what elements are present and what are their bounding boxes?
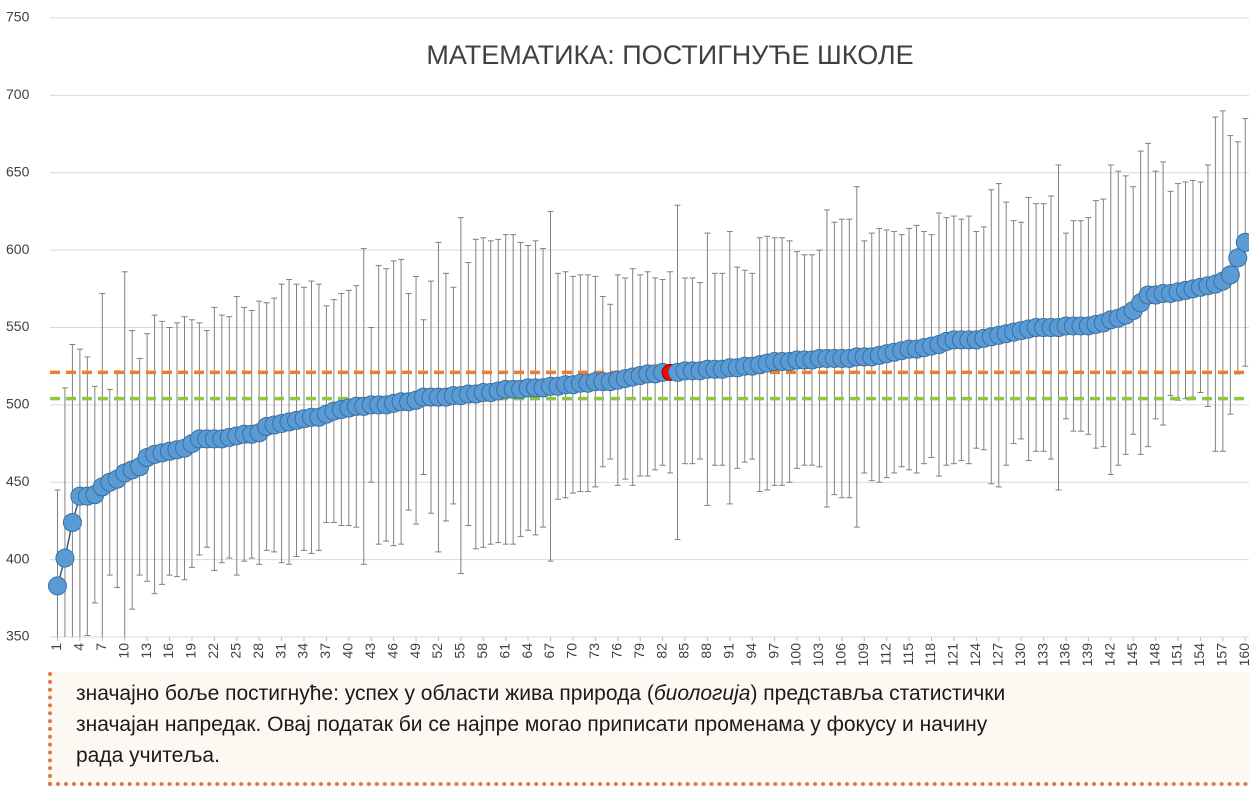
- x-tick-label: 115: [900, 643, 916, 666]
- x-tick-label: 136: [1057, 643, 1073, 667]
- x-tick-label: 79: [631, 643, 647, 659]
- x-tick-label: 7: [93, 643, 109, 651]
- note-line: значајно боље постигнуће: успех у област…: [76, 678, 1249, 709]
- x-tick-label: 103: [810, 643, 826, 667]
- x-tick-label: 52: [429, 643, 445, 659]
- point: [62, 512, 82, 532]
- note-italic: биологија: [653, 682, 751, 705]
- x-tick-label: 76: [608, 643, 624, 659]
- note-text: ) представља статистички: [750, 682, 1006, 705]
- x-tick-label: 160: [1236, 643, 1249, 667]
- x-tick-label: 154: [1191, 643, 1207, 667]
- point: [1220, 265, 1240, 285]
- y-tick-label: 500: [6, 396, 30, 412]
- chart: МАТЕМАТИКА: ПОСТИГНУЋЕ ШКОЛЕ 350 400 450 50…: [6, 9, 1249, 667]
- x-tick-label: 124: [967, 643, 983, 667]
- y-tick-label: 550: [6, 318, 30, 334]
- point: [1228, 248, 1248, 268]
- x-tick-label: 58: [474, 643, 490, 659]
- note-text: рада учитеља.: [76, 744, 220, 767]
- x-tick-label: 139: [1079, 643, 1095, 667]
- axes: 350 400 450 500 550 600 650 700 750 1 4 7 10 13 16 19 22…: [6, 9, 1249, 667]
- x-tick-label: 67: [541, 643, 557, 659]
- x-tick-label: 151: [1169, 643, 1185, 667]
- y-tick-label: 450: [6, 473, 30, 489]
- x-tick-label: 4: [71, 643, 87, 651]
- grid: [50, 17, 1249, 638]
- y-tick-label: 750: [6, 9, 30, 25]
- x-tick-label: 46: [384, 643, 400, 659]
- x-tick-label: 127: [989, 643, 1005, 667]
- x-tick-label: 19: [183, 643, 199, 659]
- x-tick-label: 100: [788, 643, 804, 667]
- x-tick-label: 157: [1214, 643, 1230, 667]
- x-tick-label: 22: [205, 643, 221, 659]
- x-tick-label: 16: [160, 643, 176, 659]
- y-tick-label: 600: [6, 241, 30, 257]
- point: [47, 576, 67, 596]
- x-tick-label: 37: [317, 643, 333, 659]
- x-tick-label: 55: [452, 643, 468, 659]
- note-line: рада учитеља.: [76, 740, 1249, 771]
- point: [55, 548, 75, 568]
- x-tick-label: 25: [227, 643, 243, 659]
- note-line: значајан напредак. Овај податак би се на…: [76, 709, 1249, 740]
- x-tick-label: 118: [922, 643, 938, 666]
- x-tick-label: 94: [743, 643, 759, 659]
- x-tick-label: 10: [115, 643, 131, 659]
- x-tick-label: 91: [721, 643, 737, 659]
- y-tick-label: 350: [6, 628, 30, 644]
- y-tick-label: 650: [6, 163, 30, 179]
- x-tick-label: 106: [833, 643, 849, 667]
- x-tick-label: 31: [272, 643, 288, 659]
- chart-title: МАТЕМАТИКА: ПОСТИГНУЋЕ ШКОЛЕ: [426, 40, 913, 70]
- x-tick-label: 97: [765, 643, 781, 659]
- x-tick-label: 88: [698, 643, 714, 659]
- x-tick-label: 73: [586, 643, 602, 659]
- x-tick-label: 133: [1034, 643, 1050, 667]
- x-tick-label: 34: [295, 643, 311, 659]
- x-tick-label: 70: [564, 643, 580, 659]
- x-tick-label: 112: [877, 643, 893, 666]
- note-box: значајно боље постигнуће: успех у област…: [48, 672, 1249, 786]
- x-tick-label: 82: [653, 643, 669, 659]
- x-tick-label: 121: [945, 643, 961, 667]
- x-tick-label: 142: [1102, 643, 1118, 667]
- x-tick-label: 148: [1146, 643, 1162, 667]
- series-line: [56, 242, 1246, 587]
- x-tick-label: 28: [250, 643, 266, 659]
- x-tick-label: 43: [362, 643, 378, 659]
- x-tick-label: 13: [138, 643, 154, 659]
- x-tick-label: 49: [407, 643, 423, 659]
- x-tick-label: 145: [1124, 643, 1140, 667]
- point: [1235, 232, 1249, 252]
- x-tick-label: 40: [340, 643, 356, 659]
- x-tick-label: 1: [48, 643, 64, 651]
- x-tick-label: 61: [496, 643, 512, 659]
- x-tick-label: 130: [1012, 643, 1028, 667]
- x-tick-label: 109: [855, 643, 871, 667]
- plot-area: [47, 110, 1249, 637]
- x-tick-label: 64: [519, 643, 535, 659]
- y-tick-label: 700: [6, 86, 30, 102]
- note-text: значајно боље постигнуће: успех у област…: [76, 682, 654, 705]
- x-tick-label: 85: [676, 643, 692, 659]
- y-tick-label: 400: [6, 550, 30, 566]
- note-text: значајан напредак. Овај податак би се на…: [76, 713, 988, 736]
